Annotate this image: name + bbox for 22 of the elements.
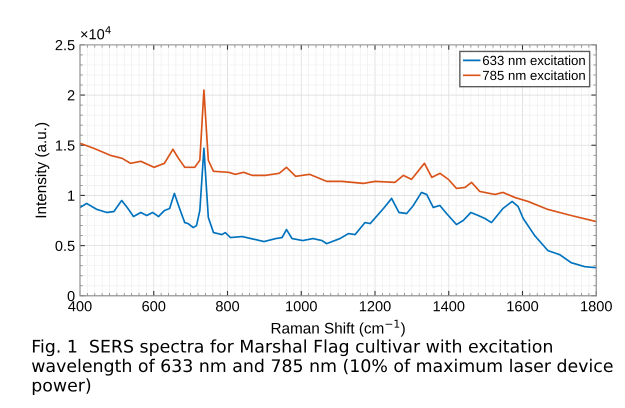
x-tick-label: 400 [68,301,92,312]
y-tick-label: 2 [68,90,74,100]
legend-label: 785 nm excitation [482,70,585,80]
x-tick-label: 1200 [360,301,391,312]
x-axis-title: Raman Shift (cm$^{−1}$) [272,320,405,337]
y-axis-title: Intensity (a.u.) [35,122,50,218]
x-tick-label: 1400 [434,301,464,312]
x-tick-label: 1000 [286,301,317,312]
y-tick-label: 1 [68,190,74,201]
line-series [80,89,596,222]
line-series [80,147,596,269]
y-tick-label: 2.5 [56,40,75,50]
x-tick-label: 1600 [507,301,538,312]
y-tick-label: 0.5 [55,240,75,252]
x-tick-label: 1800 [581,301,612,312]
x-tick-label: 600 [142,301,166,312]
y-tick-label: 0 [68,290,75,302]
x-tick-label: 800 [216,301,240,312]
y-tick-label: 1.5 [56,140,75,151]
legend-label: 633 nm excitation [482,55,585,66]
caption: Fig. 1 SERS spectra for Marshal Flag cultivar with excitation wavelength of 633 nm and 785 nm (10% of maximum laser device power) [32,339,613,396]
text: ×10$^{4}$ [81,26,111,40]
